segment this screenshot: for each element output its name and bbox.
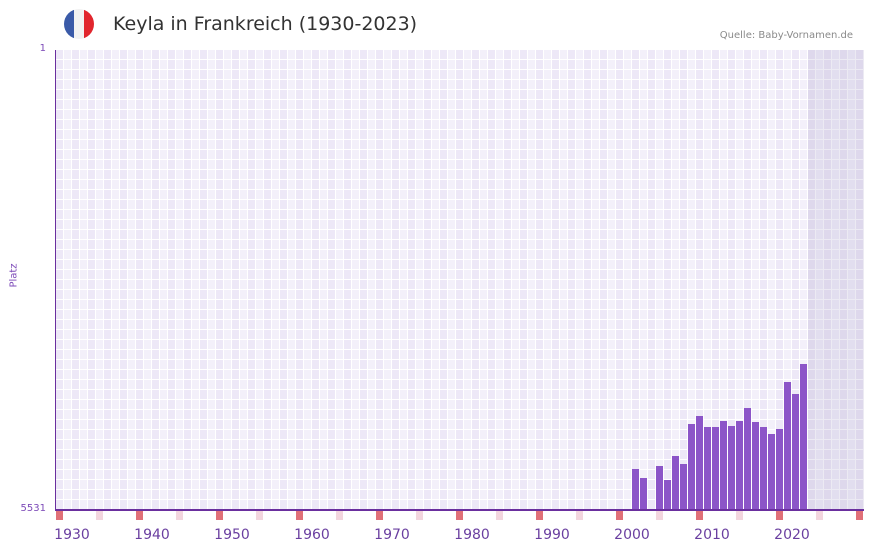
flag-france-icon	[64, 9, 94, 39]
x-tick-label: 2020	[774, 527, 810, 543]
x-tick-label: 1930	[54, 527, 90, 543]
half-decade-marker	[416, 511, 423, 520]
x-tick-label: 1990	[534, 527, 570, 543]
decade-marker	[456, 511, 463, 520]
bar-2013[interactable]	[720, 420, 727, 510]
bar-2002[interactable]	[632, 468, 639, 510]
future-shaded-region	[808, 50, 864, 510]
x-tick-label: 2010	[694, 527, 730, 543]
decade-marker	[856, 511, 863, 520]
half-decade-marker	[656, 511, 663, 520]
bar-2010[interactable]	[696, 416, 703, 510]
flag-stripe-white	[74, 9, 84, 39]
bar-2008[interactable]	[680, 464, 687, 510]
half-decade-marker	[336, 511, 343, 520]
chart-title: Keyla in Frankreich (1930-2023)	[113, 13, 418, 35]
bar-2005[interactable]	[656, 465, 663, 510]
x-tick-label: 1980	[454, 527, 490, 543]
decade-marker	[56, 511, 63, 520]
decade-marker	[296, 511, 303, 520]
decade-marker	[616, 511, 623, 520]
bar-2020[interactable]	[776, 428, 783, 510]
half-decade-marker	[176, 511, 183, 520]
flag-stripe-red	[84, 9, 94, 39]
bar-2011[interactable]	[704, 426, 711, 510]
bar-2022[interactable]	[792, 393, 799, 510]
decade-marker	[376, 511, 383, 520]
x-tick-label: 1950	[214, 527, 250, 543]
source-link[interactable]: Quelle: Baby-Vornamen.de	[719, 30, 853, 41]
bar-2015[interactable]	[736, 420, 743, 510]
plot-area	[56, 50, 864, 510]
decade-marker	[136, 511, 143, 520]
x-tick-label: 1940	[134, 527, 170, 543]
bar-2006[interactable]	[664, 479, 671, 510]
half-decade-marker	[496, 511, 503, 520]
y-axis-line	[55, 50, 56, 511]
bar-2017[interactable]	[752, 421, 759, 510]
y-tick-top: 1	[39, 43, 46, 54]
x-tick-label: 1970	[374, 527, 410, 543]
half-decade-marker	[256, 511, 263, 520]
decade-marker	[536, 511, 543, 520]
bar-2003[interactable]	[640, 477, 647, 510]
bar-2014[interactable]	[728, 425, 735, 510]
bar-2021[interactable]	[784, 381, 791, 510]
y-tick-bottom: 5531	[20, 503, 46, 514]
decade-marker	[216, 511, 223, 520]
flag-stripe-blue	[64, 9, 74, 39]
bar-2016[interactable]	[744, 408, 751, 510]
bar-2007[interactable]	[672, 456, 679, 510]
x-tick-label: 1960	[294, 527, 330, 543]
x-tick-label: 2000	[614, 527, 650, 543]
bar-2012[interactable]	[712, 426, 719, 510]
decade-marker	[696, 511, 703, 520]
bar-2009[interactable]	[688, 423, 695, 510]
half-decade-marker	[816, 511, 823, 520]
bar-2019[interactable]	[768, 433, 775, 510]
y-axis-label: Platz	[8, 263, 20, 288]
bar-2018[interactable]	[760, 426, 767, 510]
decade-marker	[776, 511, 783, 520]
bar-2023[interactable]	[800, 363, 807, 510]
half-decade-marker	[736, 511, 743, 520]
half-decade-marker	[96, 511, 103, 520]
x-axis-line	[55, 509, 864, 511]
half-decade-marker	[576, 511, 583, 520]
